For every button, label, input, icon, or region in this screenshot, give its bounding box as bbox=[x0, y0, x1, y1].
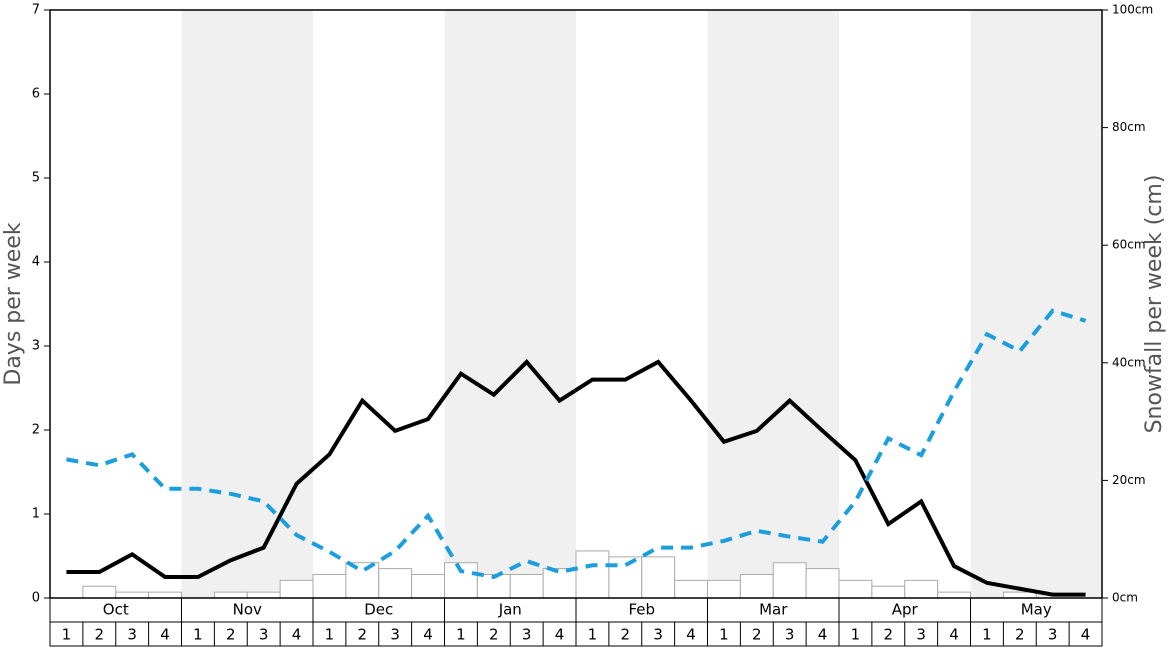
y-tick-label: 1 bbox=[32, 507, 40, 522]
x-tick-label: 4 bbox=[555, 626, 565, 644]
month-label: Oct bbox=[103, 601, 129, 619]
x-tick-label: 2 bbox=[358, 626, 368, 644]
snowfall-bar bbox=[838, 579, 873, 599]
x-tick-label: 2 bbox=[226, 626, 236, 644]
x-tick-label: 2 bbox=[95, 626, 105, 644]
x-tick-label: 3 bbox=[653, 626, 663, 644]
x-tick-label: 1 bbox=[193, 626, 203, 644]
y2-tick-label: 40cm bbox=[1112, 355, 1146, 369]
x-tick-label: 4 bbox=[818, 626, 828, 644]
x-tick-label: 3 bbox=[390, 626, 400, 644]
x-tick-label: 4 bbox=[292, 626, 302, 644]
snowfall-bar bbox=[575, 550, 610, 599]
x-tick-label: 3 bbox=[916, 626, 926, 644]
month-label: Mar bbox=[759, 601, 788, 619]
snowfall-bar bbox=[509, 573, 544, 599]
snowfall-bar bbox=[345, 562, 380, 599]
snowfall-bar bbox=[82, 585, 117, 599]
solid-line bbox=[66, 359, 1086, 597]
x-tick-label: 4 bbox=[160, 626, 170, 644]
snowfall-bar bbox=[707, 579, 741, 599]
month-label: Apr bbox=[892, 601, 919, 619]
snowfall-bar bbox=[937, 591, 971, 599]
month-band bbox=[707, 10, 839, 598]
snowfall-bar bbox=[674, 579, 708, 599]
y2-tick-label: 80cm bbox=[1112, 120, 1146, 134]
dashed-line bbox=[66, 308, 1087, 580]
snowfall-bar bbox=[411, 573, 445, 599]
x-tick-label: 1 bbox=[851, 626, 861, 644]
snowfall-bar bbox=[279, 579, 314, 599]
month-label: Feb bbox=[628, 601, 655, 619]
y-tick-label: 5 bbox=[32, 171, 40, 186]
y2-tick-label: 60cm bbox=[1112, 238, 1146, 252]
x-tick-label: 1 bbox=[325, 626, 335, 644]
month-band bbox=[970, 10, 1102, 598]
y-tick-label: 6 bbox=[32, 87, 40, 102]
month-label: Dec bbox=[364, 601, 393, 619]
month-band bbox=[181, 10, 313, 598]
y-axis-title: Days per week bbox=[1, 222, 26, 385]
x-tick-label: 3 bbox=[785, 626, 795, 644]
snowfall-bar bbox=[871, 585, 906, 599]
x-tick-label: 4 bbox=[423, 626, 433, 644]
x-tick-label: 2 bbox=[489, 626, 499, 644]
snowfall-bar bbox=[378, 568, 413, 599]
x-tick-label: 1 bbox=[719, 626, 729, 644]
y2-tick-label: 20cm bbox=[1112, 473, 1146, 487]
month-label: Nov bbox=[233, 601, 262, 619]
month-band bbox=[444, 10, 576, 598]
snowfall-bar bbox=[213, 591, 248, 599]
snowfall-bar bbox=[805, 568, 840, 599]
x-tick-label: 4 bbox=[1081, 626, 1091, 644]
y-tick-label: 4 bbox=[32, 255, 40, 270]
y-tick-label: 3 bbox=[32, 339, 40, 354]
y-tick-label: 0 bbox=[32, 591, 40, 606]
snowfall-bar bbox=[904, 579, 939, 599]
snowfall-bar bbox=[148, 591, 182, 599]
snowfall-bar bbox=[542, 568, 577, 599]
x-tick-label: 3 bbox=[127, 626, 137, 644]
month-label: May bbox=[1021, 601, 1052, 619]
month-label: Jan bbox=[498, 601, 522, 619]
x-tick-label: 3 bbox=[522, 626, 532, 644]
x-tick-label: 3 bbox=[1048, 626, 1058, 644]
snowfall-bar bbox=[115, 591, 150, 599]
y2-tick-label: 100cm bbox=[1112, 3, 1153, 17]
x-tick-label: 2 bbox=[884, 626, 894, 644]
x-tick-label: 2 bbox=[752, 626, 762, 644]
y2-axis-title: Snowfall per week (cm) bbox=[1142, 175, 1167, 434]
y-tick-label: 2 bbox=[32, 423, 40, 438]
x-tick-label: 4 bbox=[686, 626, 696, 644]
x-tick-label: 3 bbox=[259, 626, 269, 644]
x-tick-label: 1 bbox=[982, 626, 992, 644]
snowfall-bar bbox=[312, 573, 347, 599]
x-tick-label: 2 bbox=[1015, 626, 1025, 644]
y-tick-label: 7 bbox=[32, 3, 40, 18]
x-tick-label: 4 bbox=[949, 626, 959, 644]
x-tick-label: 1 bbox=[588, 626, 598, 644]
y2-tick-label: 0cm bbox=[1112, 591, 1138, 605]
snowfall-bar bbox=[739, 573, 774, 599]
snowfall-bar bbox=[641, 556, 676, 599]
snowfall-bar bbox=[772, 562, 807, 599]
x-tick-label: 2 bbox=[621, 626, 631, 644]
snowfall-bar bbox=[246, 591, 281, 599]
snowfall-bar bbox=[1002, 591, 1037, 599]
x-tick-label: 1 bbox=[62, 626, 72, 644]
x-tick-label: 1 bbox=[456, 626, 466, 644]
